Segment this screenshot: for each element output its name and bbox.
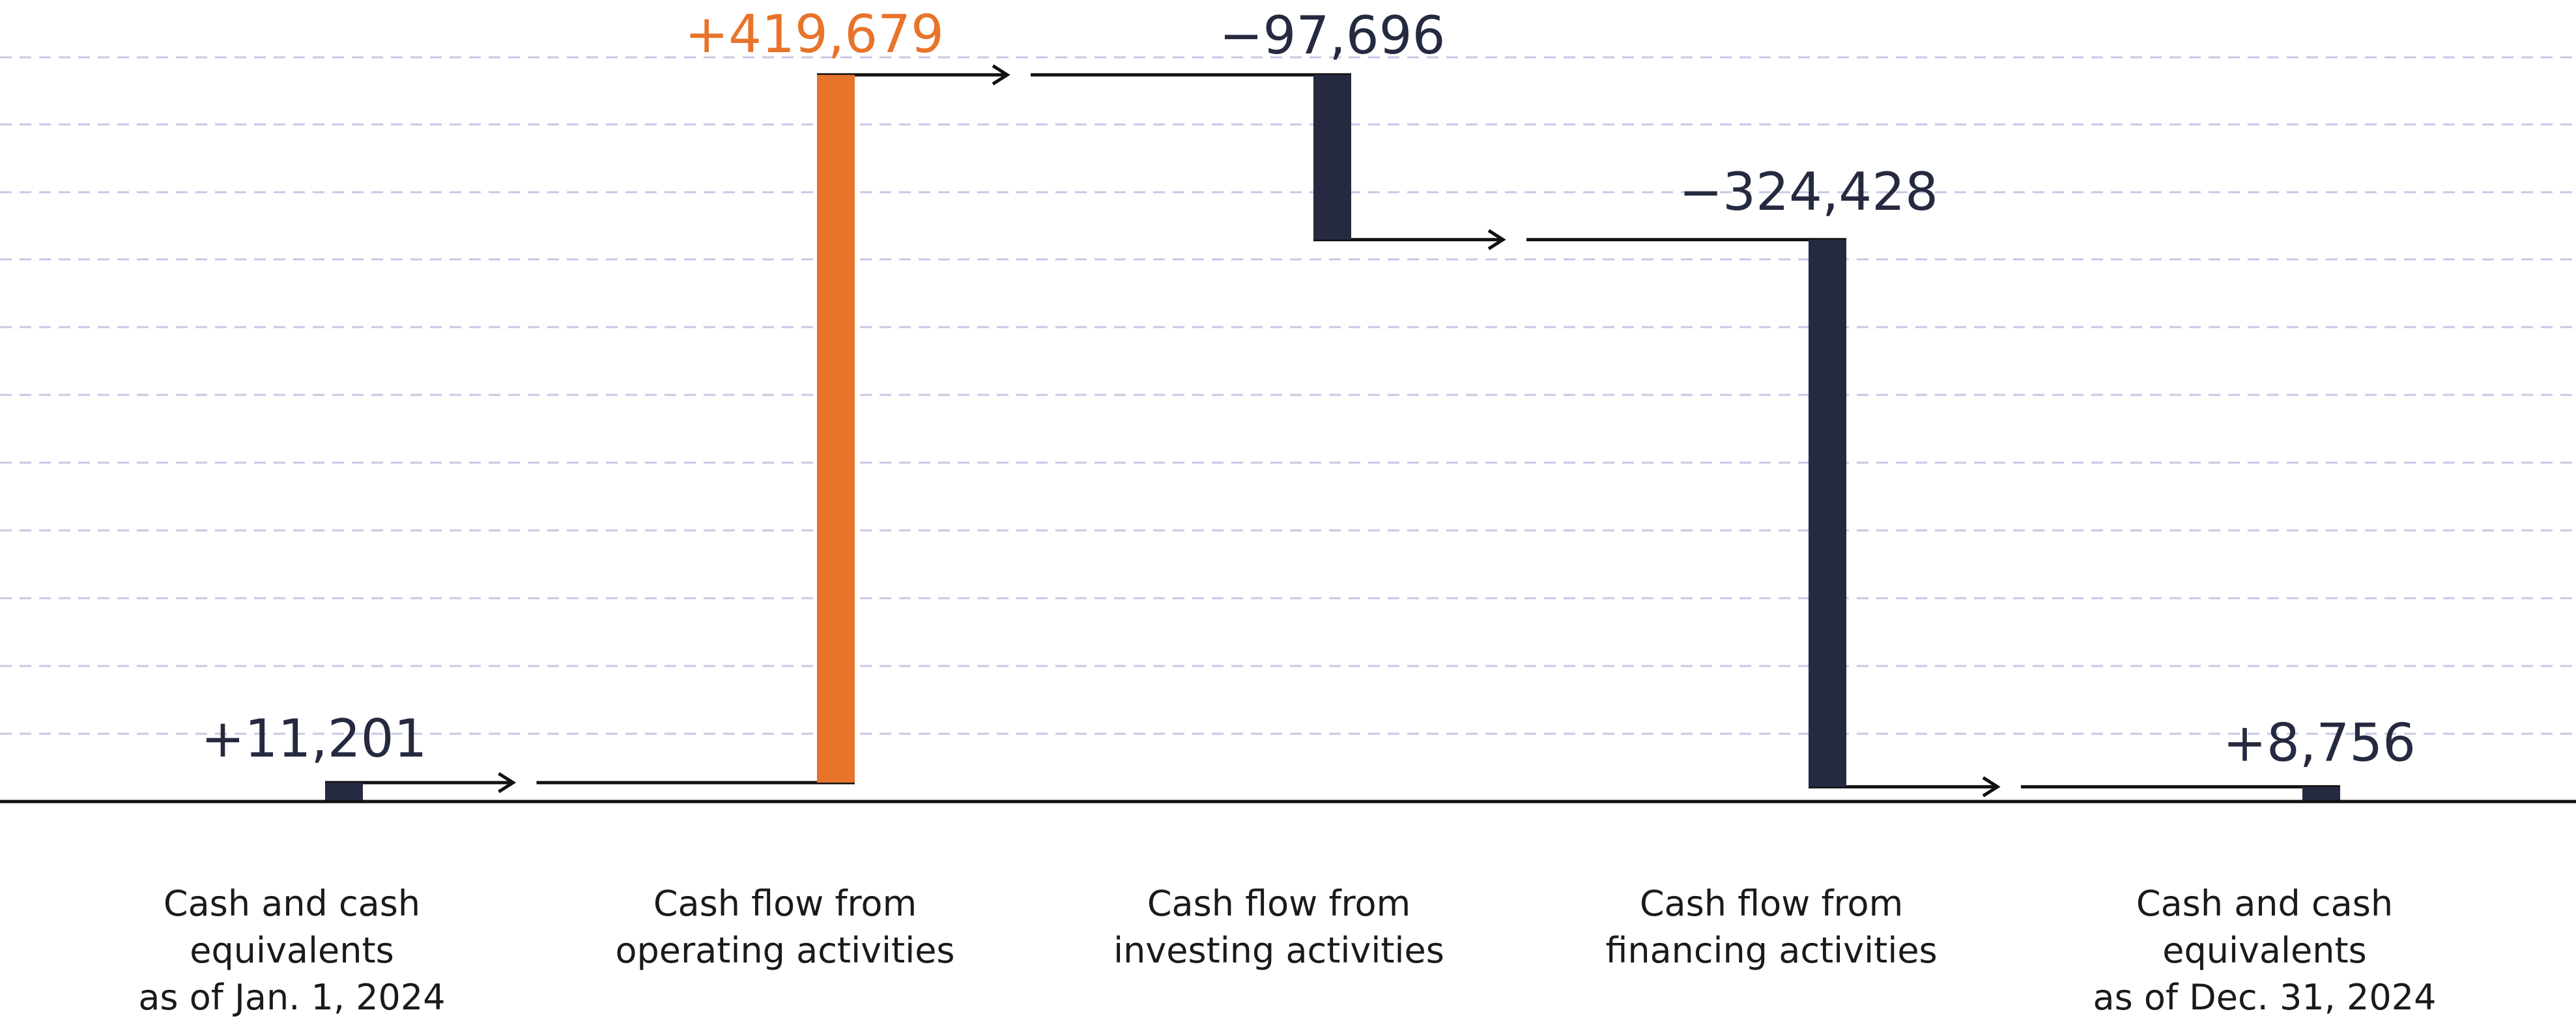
value-label-1: +11,201 <box>201 708 427 769</box>
category-label-3: Cash flow from investing activities <box>1113 883 1444 971</box>
category-label-5: Cash and cash equivalents as of Dec. 31, 2… <box>2093 883 2437 1018</box>
category-label-5-line-2: equivalents <box>2162 930 2367 971</box>
value-label-2: +419,679 <box>685 4 944 65</box>
bar-1 <box>325 783 363 802</box>
category-label-3-line-2: investing activities <box>1113 930 1444 971</box>
category-label-5-line-3: as of Dec. 31, 2024 <box>2093 977 2437 1018</box>
category-label-1: Cash and cash equivalents as of Jan. 1, 20… <box>138 883 445 1018</box>
value-labels: +11,201 +419,679 −97,696 −324,428 +8,756 <box>201 4 2416 773</box>
value-label-3: −97,696 <box>1220 5 1446 66</box>
bar-4 <box>1809 239 1846 787</box>
category-label-2-line-2: operating activities <box>615 930 954 971</box>
category-label-3-line-1: Cash flow from <box>1147 883 1410 924</box>
connector-arrowhead-3 <box>1487 229 1506 250</box>
value-label-5: +8,756 <box>2223 712 2416 773</box>
category-label-5-line-1: Cash and cash <box>2136 883 2393 924</box>
category-label-1-line-2: equivalents <box>190 930 394 971</box>
category-label-4-line-1: Cash flow from <box>1640 883 1903 924</box>
category-label-4: Cash flow from financing activities <box>1605 883 1937 971</box>
bar-5 <box>2302 787 2340 802</box>
connectors <box>325 64 2340 798</box>
bars <box>325 74 2340 802</box>
connector-arrowhead-1 <box>498 772 517 794</box>
value-label-4: −324,428 <box>1679 162 1938 222</box>
gridlines <box>0 56 2576 735</box>
category-labels: Cash and cash equivalents as of Jan. 1, 20… <box>138 883 2436 1018</box>
connector-arrowhead-2 <box>992 64 1010 86</box>
bar-3 <box>1313 74 1351 240</box>
category-label-2-line-1: Cash flow from <box>653 883 917 924</box>
bar-2 <box>817 74 855 783</box>
category-label-1-line-3: as of Jan. 1, 2024 <box>138 977 445 1018</box>
category-label-4-line-2: financing activities <box>1605 930 1937 971</box>
category-label-2: Cash flow from operating activities <box>615 883 954 971</box>
connector-arrowhead-4 <box>1982 776 2001 798</box>
category-label-1-line-1: Cash and cash <box>164 883 420 924</box>
